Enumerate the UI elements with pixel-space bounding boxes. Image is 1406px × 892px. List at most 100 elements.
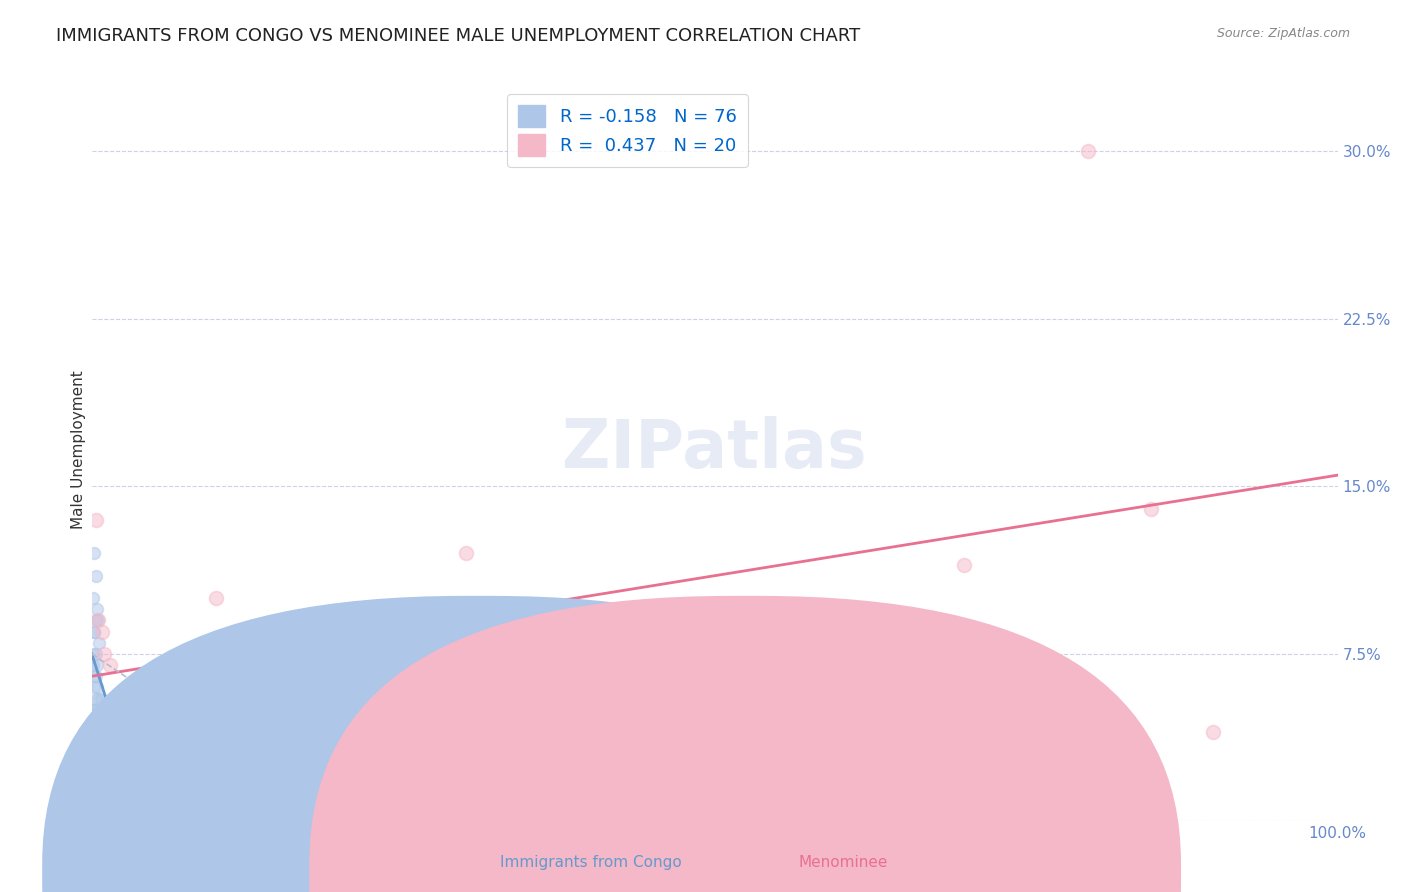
Point	[454, 546, 477, 560]
Point	[83, 805, 105, 820]
Point	[83, 624, 105, 639]
Point	[84, 669, 107, 683]
Point	[267, 703, 290, 717]
Point	[82, 725, 104, 739]
Point	[83, 801, 105, 815]
Point	[766, 691, 789, 706]
Point	[1139, 501, 1161, 516]
Point	[84, 747, 107, 762]
Point	[330, 636, 353, 650]
Point	[83, 758, 105, 772]
Point	[83, 624, 105, 639]
Point	[82, 792, 104, 806]
Point	[86, 740, 108, 755]
Point	[90, 624, 112, 639]
Point	[86, 785, 108, 799]
Point	[89, 736, 111, 750]
Point	[953, 558, 976, 572]
Point	[93, 647, 115, 661]
Point	[83, 714, 105, 728]
Point	[86, 658, 108, 673]
Point	[89, 636, 111, 650]
Point	[703, 647, 725, 661]
Text: Immigrants from Congo: Immigrants from Congo	[499, 855, 682, 870]
Point	[205, 591, 228, 605]
Point	[1077, 144, 1099, 158]
Point	[1202, 725, 1225, 739]
Point	[82, 774, 104, 789]
Point	[82, 780, 104, 795]
Point	[84, 647, 107, 661]
Point	[82, 725, 104, 739]
Point	[84, 513, 107, 527]
Point	[890, 714, 912, 728]
Point	[83, 703, 105, 717]
Text: Source: ZipAtlas.com: Source: ZipAtlas.com	[1216, 27, 1350, 40]
Point	[83, 814, 105, 829]
Point	[84, 568, 107, 582]
Point	[82, 747, 104, 762]
Point	[84, 707, 107, 722]
Point	[83, 736, 105, 750]
Point	[84, 740, 107, 755]
Point	[83, 810, 105, 824]
Text: ZIPatlas: ZIPatlas	[562, 417, 868, 483]
Text: Menominee: Menominee	[799, 855, 889, 870]
Point	[82, 814, 104, 829]
Point	[86, 721, 108, 735]
Point	[83, 681, 105, 695]
Point	[87, 765, 110, 780]
Point	[83, 725, 105, 739]
Legend: R = -0.158   N = 76, R =  0.437   N = 20: R = -0.158 N = 76, R = 0.437 N = 20	[508, 94, 748, 167]
Point	[87, 613, 110, 627]
Point	[84, 747, 107, 762]
Point	[83, 770, 105, 784]
Point	[82, 658, 104, 673]
Point	[82, 810, 104, 824]
Point	[87, 714, 110, 728]
Point	[83, 780, 105, 795]
Point	[579, 681, 602, 695]
Point	[828, 658, 851, 673]
Point	[100, 658, 122, 673]
Point	[83, 703, 105, 717]
Point	[84, 613, 107, 627]
Point	[105, 691, 128, 706]
Point	[86, 812, 108, 826]
Point	[86, 798, 108, 813]
Point	[84, 812, 107, 826]
Point	[87, 792, 110, 806]
Point	[84, 691, 107, 706]
Point	[84, 714, 107, 728]
Point	[83, 752, 105, 766]
Y-axis label: Male Unemployment: Male Unemployment	[72, 370, 86, 529]
Point	[84, 758, 107, 772]
Point	[83, 546, 105, 560]
Point	[84, 797, 107, 811]
Point	[82, 703, 104, 717]
Point	[392, 669, 415, 683]
Point	[82, 761, 104, 775]
Point	[100, 792, 122, 806]
Point	[83, 669, 105, 683]
Point	[83, 788, 105, 802]
Point	[84, 803, 107, 817]
Point	[84, 765, 107, 780]
Point	[83, 736, 105, 750]
Point	[87, 613, 110, 627]
Point	[82, 803, 104, 817]
Point	[86, 681, 108, 695]
Point	[82, 752, 104, 766]
Point	[84, 785, 107, 799]
Point	[87, 691, 110, 706]
Point	[86, 807, 108, 822]
Point	[86, 602, 108, 616]
Point	[82, 730, 104, 744]
Point	[84, 730, 107, 744]
Point	[86, 774, 108, 789]
Point	[82, 591, 104, 605]
Point	[82, 647, 104, 661]
Point	[86, 754, 108, 768]
Point	[83, 743, 105, 757]
Point	[84, 779, 107, 793]
